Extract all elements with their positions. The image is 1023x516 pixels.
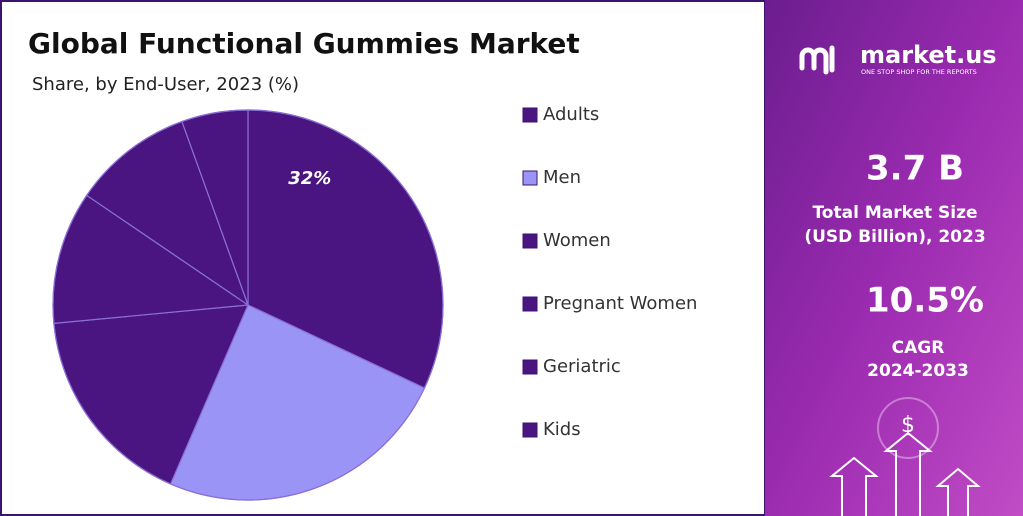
cagr: 10.5% (866, 281, 984, 321)
market-size-label: Total Market Size (812, 203, 977, 223)
legend-label: Pregnant Women (543, 293, 697, 314)
pie-outline (52, 109, 444, 501)
tagline: ONE STOP SHOP FOR THE REPORTS (861, 68, 977, 76)
data-label: 32% (288, 168, 331, 189)
legend-swatch (522, 296, 538, 312)
chart-title: Global Functional Gummies Market (28, 27, 580, 60)
side-panel (765, 0, 1023, 516)
legend-swatch (522, 422, 538, 438)
dollar-icon: $ (901, 413, 915, 438)
logo (799, 45, 835, 75)
cagr-period: 2024-2033 (867, 361, 969, 381)
legend-label: Men (543, 167, 581, 188)
arrow (935, 467, 981, 516)
market-size: 3.7 B (866, 149, 964, 189)
growth-arrows (829, 397, 981, 516)
legend-label: Geriatric (543, 356, 621, 377)
brand: market.us (860, 41, 997, 69)
chart-subtitle: Share, by End-User, 2023 (%) (32, 74, 299, 95)
logo-icon (799, 45, 835, 75)
icon-circle (877, 397, 939, 459)
legend-swatch (522, 107, 538, 123)
legend-label: Adults (543, 104, 599, 125)
arrow (829, 456, 879, 516)
legend-label: Women (543, 230, 611, 251)
legend-swatch (522, 359, 538, 375)
legend-swatch (522, 170, 538, 186)
legend-label: Kids (543, 419, 581, 440)
legend-swatch (522, 233, 538, 249)
cagr-label: CAGR (892, 338, 945, 358)
arrow (883, 431, 933, 516)
market-size-unit: (USD Billion), 2023 (804, 227, 985, 247)
